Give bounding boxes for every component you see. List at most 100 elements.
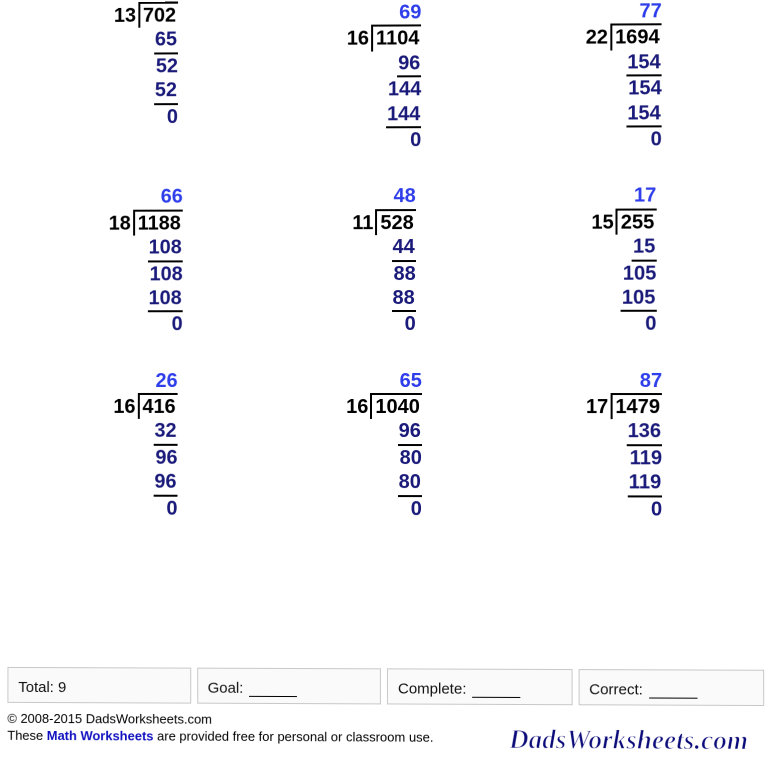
- work-step: 80: [346, 446, 422, 470]
- total-value: 9: [58, 679, 66, 696]
- work-step: 96: [113, 446, 177, 470]
- division-bracket: 416: [137, 393, 177, 419]
- correct-label: Correct:: [589, 681, 643, 698]
- long-division-problem: 13702 65 52 52 0: [114, 2, 178, 154]
- work-step: 119: [586, 446, 662, 471]
- division-bracket: 1188: [133, 209, 183, 235]
- work-step: 0: [109, 313, 183, 337]
- problem-cell: 2616416 32 96 96 0: [32, 369, 260, 521]
- divisor: 11: [352, 212, 373, 234]
- work-step: 52: [114, 54, 178, 79]
- total-label: Total:: [18, 679, 54, 696]
- long-division-problem: 2616416 32 96 96 0: [113, 369, 177, 521]
- work-step: 154: [586, 76, 662, 101]
- work-step: 96: [113, 470, 177, 496]
- division-bracket: 1040: [370, 393, 422, 419]
- work-step: 119: [586, 471, 662, 498]
- long-division-problem: 77221694 154 154 154 0: [586, 0, 662, 152]
- work-step: 0: [586, 497, 662, 522]
- work-step: 80: [346, 470, 422, 497]
- divisor: 13: [114, 5, 136, 27]
- goal-label: Goal:: [208, 680, 244, 697]
- problem-cell: 4811528 44 88 88 0: [270, 184, 499, 337]
- division-setup: 161040: [346, 393, 422, 419]
- divisor: 16: [113, 396, 135, 418]
- quotient: 26: [113, 369, 177, 393]
- work-step: 108: [109, 262, 183, 286]
- work-step: 32: [113, 419, 177, 445]
- work-step: 108: [109, 236, 183, 262]
- work-step: 105: [591, 286, 656, 313]
- quotient: 48: [352, 184, 415, 209]
- division-setup: 181188: [109, 209, 183, 235]
- quotient: 77: [586, 0, 662, 24]
- goal-cell: Goal:: [197, 668, 381, 705]
- divisor: 16: [347, 28, 369, 50]
- long-division-problem: 4811528 44 88 88 0: [352, 184, 416, 336]
- work-step: 96: [347, 51, 422, 78]
- division-bracket: 255: [616, 208, 657, 235]
- division-setup: 15255: [591, 208, 656, 235]
- work-step: 88: [352, 262, 415, 286]
- long-division-problem: 69161104 96 144 144 0: [347, 0, 422, 152]
- work-step: 0: [352, 312, 415, 336]
- work-step: 15: [591, 235, 656, 262]
- work-step: 144: [347, 102, 422, 129]
- work-step: 65: [114, 28, 178, 55]
- math-worksheets-link[interactable]: Math Worksheets: [47, 728, 154, 743]
- correct-cell: Correct:: [578, 669, 764, 706]
- divisor: 17: [586, 396, 608, 418]
- quotient: 87: [586, 369, 662, 393]
- divisor: 15: [591, 211, 613, 233]
- long-division-problem: 87171479 136 119 119 0: [586, 369, 662, 522]
- work-step: 0: [114, 105, 178, 129]
- division-setup: 161104: [347, 25, 422, 52]
- work-step: 0: [346, 497, 422, 522]
- work-step: 144: [347, 77, 422, 102]
- work-step: 105: [591, 261, 656, 286]
- problem-cell: 13702 65 52 52 0: [32, 1, 260, 153]
- work-step: 154: [586, 101, 662, 128]
- problems-grid: 13702 65 52 52 0 69161104 96 144 144 0 7…: [2, 0, 768, 522]
- division-setup: 16416: [113, 393, 177, 419]
- copyright: © 2008-2015 DadsWorksheets.com These Mat…: [7, 711, 433, 747]
- problem-cell: 77221694 154 154 154 0: [509, 0, 740, 152]
- division-setup: 11528: [352, 209, 415, 235]
- work-step: 88: [352, 286, 415, 312]
- goal-blank: [249, 685, 297, 697]
- total-cell: Total: 9: [7, 667, 190, 704]
- work-step: 108: [109, 286, 183, 312]
- long-division-problem: 65161040 96 80 80 0: [346, 369, 422, 521]
- division-setup: 13702: [114, 2, 178, 29]
- complete-label: Complete:: [398, 680, 467, 697]
- work-step: 0: [113, 496, 177, 520]
- divisor: 22: [586, 27, 608, 49]
- divisor: 16: [346, 396, 368, 418]
- work-step: 0: [591, 312, 656, 337]
- problem-cell: 65161040 96 80 80 0: [269, 369, 498, 522]
- division-bracket: 1479: [610, 393, 662, 419]
- quotient: 69: [347, 0, 421, 25]
- division-setup: 221694: [586, 24, 662, 51]
- correct-blank: [649, 686, 697, 698]
- division-bracket: 1694: [610, 24, 662, 51]
- problem-cell: 1715255 15 105 105 0: [509, 184, 740, 337]
- division-bracket: 528: [375, 209, 415, 235]
- work-step: 136: [586, 420, 662, 447]
- division-bracket: 1104: [371, 25, 421, 52]
- work-step: 44: [352, 235, 415, 261]
- brand-logo: DadsWorksheets.com: [509, 724, 748, 756]
- quotient: 65: [346, 369, 422, 393]
- problem-cell: 66181188 108 108 108 0: [32, 185, 260, 337]
- problem-cell: 69161104 96 144 144 0: [270, 0, 499, 153]
- quotient: 66: [109, 185, 183, 209]
- score-row: Total: 9 Goal: Complete: Correct:: [7, 667, 764, 706]
- work-step: 0: [586, 127, 662, 152]
- complete-blank: [472, 686, 520, 698]
- copyright-line1: © 2008-2015 DadsWorksheets.com: [7, 711, 433, 730]
- long-division-problem: 1715255 15 105 105 0: [591, 184, 656, 337]
- division-setup: 171479: [586, 393, 662, 419]
- complete-cell: Complete:: [387, 668, 572, 705]
- long-division-problem: 66181188 108 108 108 0: [109, 185, 183, 337]
- work-step: 154: [586, 50, 662, 77]
